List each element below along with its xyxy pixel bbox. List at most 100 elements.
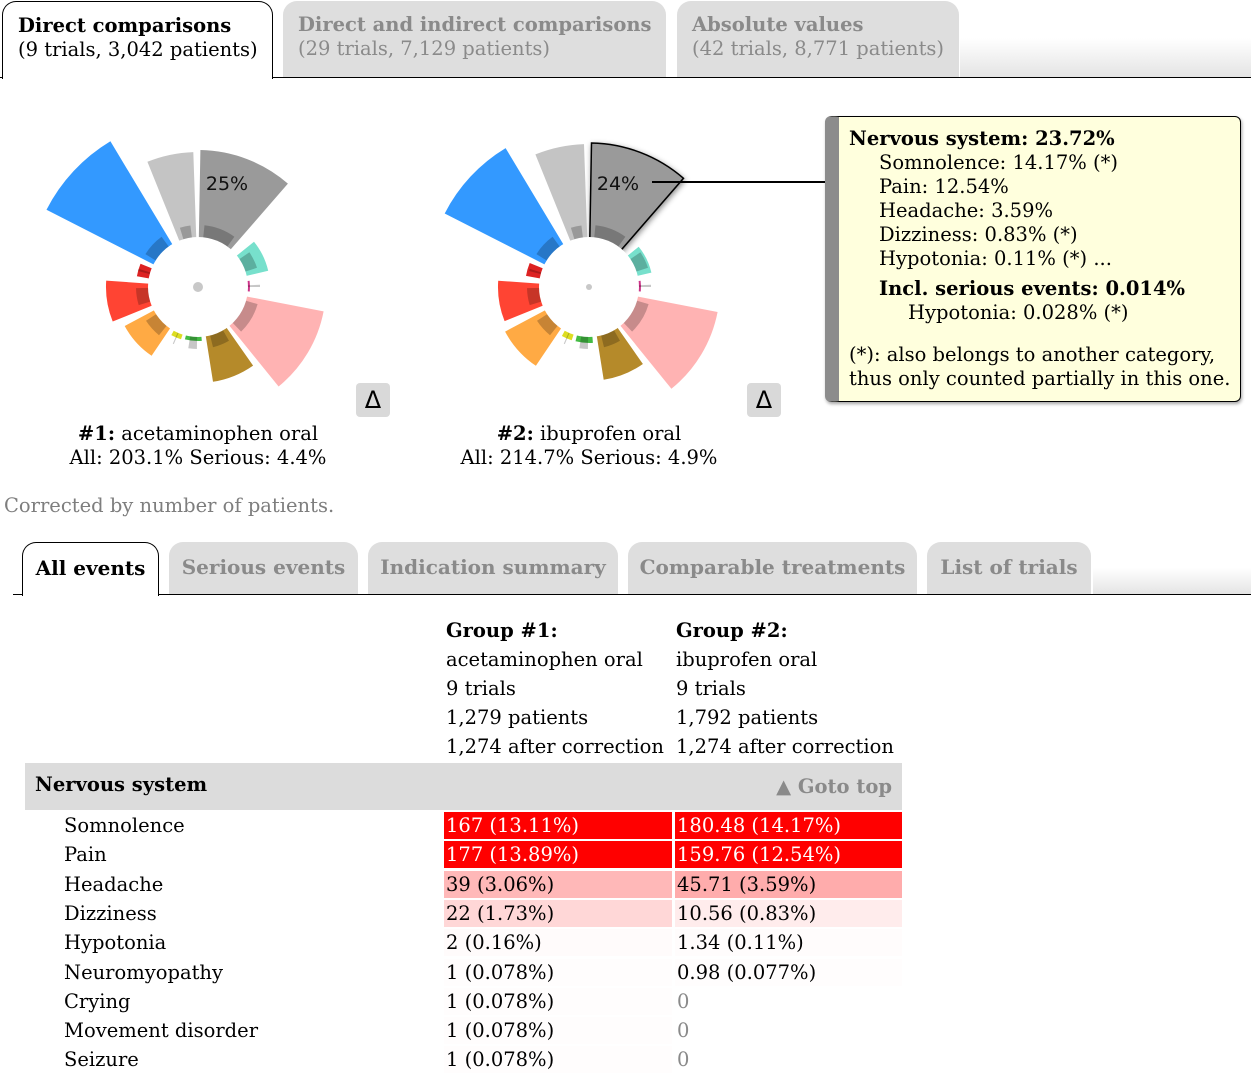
tab-bar-background xyxy=(1093,568,1251,594)
group-title: Group #2: xyxy=(676,619,788,642)
table-row: Neuromyopathy 1 (0.078%) 0.98 (0.077%) xyxy=(0,959,902,988)
event-name: Hypotonia xyxy=(64,931,167,955)
event-name: Seizure xyxy=(64,1048,139,1072)
rose-slice-crimson xyxy=(136,263,154,279)
tooltip-leader-line xyxy=(652,181,826,183)
tab-bar-rule xyxy=(13,594,1251,595)
group1-value-cell: 167 (13.11%) xyxy=(444,812,672,839)
group1-value-cell: 1 (0.078%) xyxy=(446,960,555,984)
section-title: Nervous system xyxy=(35,773,208,796)
tab-comparable-treatments[interactable]: Comparable treatments xyxy=(628,542,917,594)
goto-top-link[interactable]: ▲ Goto top xyxy=(776,775,892,798)
group-header-1: Group #1: acetaminophen oral 9 trials 1,… xyxy=(446,616,664,761)
tooltip-item: Pain: 12.54% xyxy=(879,175,1009,198)
group-number: #1: xyxy=(77,422,116,445)
tab-all-events[interactable]: All events xyxy=(22,542,159,596)
group2-value-cell: 0 xyxy=(677,1019,690,1043)
rose-slice-pink xyxy=(619,296,718,389)
rose-slice-gray-dark xyxy=(198,150,288,251)
event-name: Somnolence xyxy=(64,814,185,837)
event-tabs: All events Serious events Indication sum… xyxy=(0,541,1251,596)
event-name: Crying xyxy=(64,989,131,1013)
group-patients: 1,792 patients xyxy=(676,706,819,729)
group-trials: 9 trials xyxy=(676,677,746,700)
rose-slice-olive xyxy=(205,326,254,382)
tooltip-note-line2: thus only counted partially in this one. xyxy=(849,367,1231,390)
rose-slice-crimson xyxy=(526,263,545,279)
table-row: Somnolence 167 (13.11%) 180.48 (14.17%) xyxy=(0,812,902,841)
group2-value-cell: 45.71 (3.59%) xyxy=(675,870,902,898)
highlight-slice-label: 25% xyxy=(206,173,248,195)
group-stats: All: 203.1% Serious: 4.4% xyxy=(69,446,327,469)
tooltip-serious-item: Hypotonia: 0.028% (*) xyxy=(908,301,1129,324)
table-row: Crying 1 (0.078%) 0 xyxy=(0,988,902,1017)
group2-value-cell: 0 xyxy=(677,989,690,1013)
rose-slice-orange xyxy=(124,309,172,356)
tooltip-item: Dizziness: 0.83% (*) xyxy=(879,223,1078,246)
event-name: Neuromyopathy xyxy=(64,960,223,984)
tab-bar-background xyxy=(960,38,1251,77)
tooltip-item: Hypotonia: 0.11% (*) ... xyxy=(879,247,1112,270)
group-header-2: Group #2: ibuprofen oral 9 trials 1,792 … xyxy=(676,616,894,761)
tooltip-serious-header: Incl. serious events: 0.014% xyxy=(879,277,1186,300)
table-row: Movement disorder 1 (0.078%) 0 xyxy=(0,1017,902,1046)
group1-value-cell: 39 (3.06%) xyxy=(444,870,672,898)
group2-value-cell: 10.56 (0.83%) xyxy=(675,899,902,927)
group-drug: ibuprofen oral xyxy=(676,648,818,671)
rose-slice-orange xyxy=(505,309,563,366)
tooltip-header: Nervous system: 23.72% xyxy=(849,127,1115,150)
group-number: #2: xyxy=(496,422,534,445)
tab-list-of-trials[interactable]: List of trials xyxy=(927,542,1091,594)
correction-note: Corrected by number of patients. xyxy=(4,494,335,517)
event-name: Dizziness xyxy=(64,901,157,925)
rose-slice-teal xyxy=(626,246,652,277)
delta-button-2[interactable]: Δ xyxy=(747,383,781,417)
adverse-event-rose-charts: 25% 24% xyxy=(46,141,718,389)
rose-slice-blue xyxy=(46,141,174,266)
tooltip-item: Somnolence: 14.17% (*) xyxy=(879,151,1118,174)
tab-indication-summary[interactable]: Indication summary xyxy=(368,542,618,594)
group1-value-cell: 177 (13.89%) xyxy=(444,841,672,869)
chart-acetaminophen[interactable]: 25% xyxy=(46,141,324,387)
group1-value-cell: 2 (0.16%) xyxy=(446,931,542,955)
rose-slice-red xyxy=(105,280,154,322)
chart-caption-1: #1: acetaminophen oral All: 203.1% Serio… xyxy=(48,422,348,470)
event-name: Movement disorder xyxy=(64,1019,259,1043)
tab-serious-events[interactable]: Serious events xyxy=(169,542,358,594)
rose-slice-red xyxy=(497,280,545,322)
highlight-slice-label: 24% xyxy=(597,173,639,195)
tab-direct-comparisons[interactable]: Direct comparisons (9 trials, 3,042 pati… xyxy=(2,1,273,79)
group1-value-cell: 1 (0.078%) xyxy=(446,989,555,1013)
drug-name: ibuprofen oral xyxy=(540,422,682,445)
rose-center-dot xyxy=(193,282,203,292)
tab-absolute-values[interactable]: Absolute values (42 trials, 8,771 patien… xyxy=(677,1,959,77)
group-drug: acetaminophen oral xyxy=(446,648,643,671)
group2-value-cell: 0 xyxy=(677,1048,690,1072)
tooltip-item: Headache: 3.59% xyxy=(879,199,1054,222)
group-title: Group #1: xyxy=(446,619,558,642)
chart-caption-2: #2: ibuprofen oral All: 214.7% Serious: … xyxy=(439,422,739,470)
table-row: Dizziness 22 (1.73%) 10.56 (0.83%) xyxy=(0,899,902,929)
tab-bar-rule xyxy=(0,77,1251,78)
group-corrected: 1,274 after correction xyxy=(446,735,664,758)
group1-value-cell: 22 (1.73%) xyxy=(444,899,672,927)
group2-value-cell: 159.76 (12.54%) xyxy=(675,841,902,869)
group2-value-cell: 0.98 (0.077%) xyxy=(677,960,817,984)
tab-direct-and-indirect-comparisons[interactable]: Direct and indirect comparisons (29 tria… xyxy=(283,1,666,77)
rose-slice-yellow xyxy=(171,329,184,340)
delta-button-1[interactable]: Δ xyxy=(356,383,390,417)
group-stats: All: 214.7% Serious: 4.9% xyxy=(460,446,718,469)
table-row: Pain 177 (13.89%) 159.76 (12.54%) xyxy=(0,841,902,870)
group-trials: 9 trials xyxy=(446,677,516,700)
table-row: Hypotonia 2 (0.16%) 1.34 (0.11%) xyxy=(0,929,902,958)
comparison-tabs: Direct comparisons (9 trials, 3,042 pati… xyxy=(0,0,1251,79)
category-tooltip: Nervous system: 23.72% Somnolence: 14.17… xyxy=(825,116,1241,402)
rose-slice-gray-light xyxy=(535,144,588,243)
chart-ibuprofen[interactable]: 24% xyxy=(444,142,718,389)
tooltip-note-line1: (*): also belongs to another category, xyxy=(849,343,1216,366)
group1-value-cell: 1 (0.078%) xyxy=(446,1048,555,1072)
rose-slice-blue xyxy=(444,148,565,266)
group2-value-cell: 1.34 (0.11%) xyxy=(677,931,804,955)
table-row: Headache 39 (3.06%) 45.71 (3.59%) xyxy=(0,870,902,900)
section-header-nervous-system: Nervous system ▲ Goto top xyxy=(25,763,902,810)
